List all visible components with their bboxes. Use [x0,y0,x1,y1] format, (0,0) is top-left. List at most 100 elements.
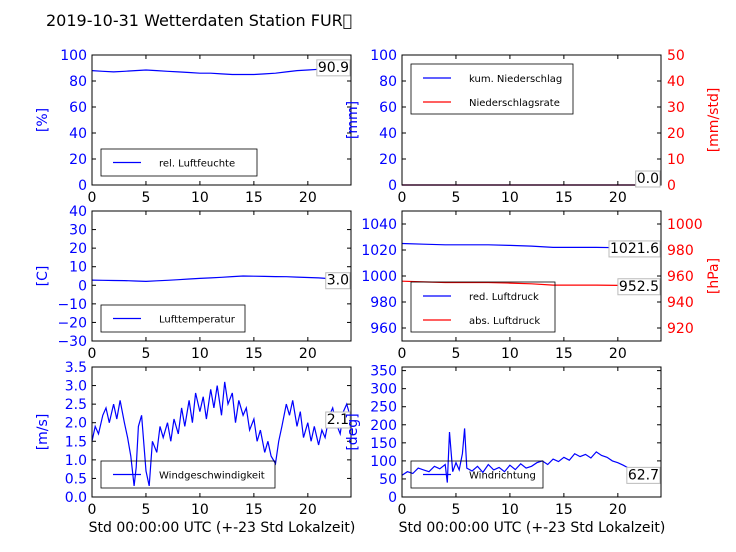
pressure-ytick-right-label: 920 [667,321,694,337]
winddirection-ytick-label: 150 [370,436,397,452]
pressure-ytick-label: 960 [370,321,397,337]
precipitation-ytick-right-label: 0 [667,178,676,194]
precipitation-legend-label-1: Niederschlagsrate [469,98,560,109]
windspeed-xtick-label: 20 [299,502,317,518]
winddirection-series-0-line [401,428,662,483]
winddirection-ytick-label: 50 [379,472,397,488]
precipitation-last-value-right: 0.0 [637,171,659,187]
pressure-ytick-label: 1020 [361,243,397,259]
winddirection-ytick-label: 200 [370,418,397,434]
pressure-ytick-right-label: 980 [667,243,694,259]
precipitation-ylabel-right: [mm/std] [706,88,722,153]
windspeed-series-0-line [91,381,352,487]
precipitation-ylabel: [mm] [345,101,361,139]
precipitation-plot-frame [401,54,662,186]
windspeed-ylabel: [m/s] [35,414,51,451]
temperature-ytick-label: −10 [57,297,87,313]
humidity-last-value-box [316,59,351,77]
windspeed-xtick-label: 5 [141,502,150,518]
pressure-ytick-label: 980 [370,295,397,311]
temperature-xtick-label: 5 [141,346,150,362]
windspeed-ytick-label: 0.5 [65,471,87,487]
temperature-ytick-label: 30 [69,223,87,239]
temperature-ylabel: [C] [35,266,51,287]
humidity-ylabel: [%] [35,108,51,132]
winddirection-ylabel: [deg] [345,413,361,450]
pressure-ylabel-right: [hPa] [706,258,722,294]
precipitation-xtick-label: 5 [451,190,460,206]
temperature-xtick-label: 20 [299,346,317,362]
windspeed-xtick-label: 0 [88,502,97,518]
humidity-ytick-label: 0 [78,178,87,194]
humidity-ytick-label: 80 [69,74,87,90]
windspeed-ytick-label: 1.0 [65,453,87,469]
pressure-ytick-right-label: 1000 [667,217,703,233]
pressure-ytick-label: 1040 [361,217,397,233]
x-axis-label-right: Std 00:00:00 UTC (+-23 Std Lokalzeit) [399,520,666,536]
precipitation-ytick-right-label: 50 [667,48,685,64]
pressure-last-value-box [608,240,661,258]
humidity-xtick-label: 0 [88,190,97,206]
windspeed-ytick-label: 3.5 [65,360,87,376]
humidity-plot-frame [91,54,352,186]
pressure-last-value: 1021.6 [610,241,659,257]
windspeed-xtick-label: 10 [191,502,209,518]
humidity-xtick-label: 5 [141,190,150,206]
windspeed-ytick-label: 2.5 [65,397,87,413]
pressure-last-value-right-box [617,278,661,296]
pressure-legend-label-1: abs. Luftdruck [469,316,540,327]
windspeed-xtick-label: 15 [245,502,263,518]
pressure-ytick-label: 1000 [361,269,397,285]
winddirection-legend-label-0: Windrichtung [469,471,536,482]
humidity-legend-label-0: rel. Luftfeuchte [159,159,235,170]
winddirection-ytick-label: 100 [370,454,397,470]
precipitation-ytick-right-label: 30 [667,100,685,116]
temperature-ytick-label: 20 [69,241,87,257]
temperature-legend-frame [100,304,246,333]
temperature-plot-frame [91,210,352,342]
pressure-legend-frame [410,281,556,333]
humidity-series-0-line [91,66,352,76]
windspeed-legend-frame [100,460,276,489]
precipitation-ytick-right-label: 20 [667,126,685,142]
precipitation-xtick-label: 0 [398,190,407,206]
windspeed-ytick-label: 3.0 [65,379,87,395]
precipitation-ytick-right-label: 40 [667,74,685,90]
winddirection-xtick-label: 20 [609,502,627,518]
precipitation-ytick-label: 40 [379,126,397,142]
temperature-last-value: 3.0 [327,273,349,289]
pressure-xtick-label: 0 [398,346,407,362]
temperature-legend-label-0: Lufttemperatur [159,315,236,326]
humidity-ytick-label: 40 [69,126,87,142]
precipitation-last-value-right-box [635,170,661,188]
humidity-last-value: 90.9 [318,60,349,76]
windspeed-last-value-box [325,411,351,429]
temperature-last-value-box [325,272,351,290]
winddirection-plot-frame [401,366,662,498]
temperature-xtick-label: 10 [191,346,209,362]
precipitation-ytick-label: 0 [388,178,397,194]
winddirection-ytick-label: 350 [370,364,397,380]
temperature-ytick-label: 0 [78,278,87,294]
precipitation-xtick-label: 10 [501,190,519,206]
winddirection-ytick-label: 250 [370,400,397,416]
pressure-xtick-label: 10 [501,346,519,362]
precipitation-legend-label-0: kum. Niederschlag [469,74,562,85]
winddirection-ytick-label: 0 [388,490,397,506]
winddirection-xtick-label: 10 [501,502,519,518]
windspeed-legend-label-0: Windgeschwindigkeit [159,471,265,482]
precipitation-ytick-label: 80 [379,74,397,90]
humidity-xtick-label: 15 [245,190,263,206]
temperature-xtick-label: 0 [88,346,97,362]
temperature-xtick-label: 15 [245,346,263,362]
precipitation-ytick-label: 100 [370,48,397,64]
pressure-ytick-right-label: 940 [667,295,694,311]
windspeed-ytick-label: 1.5 [65,434,87,450]
pressure-xtick-label: 5 [451,346,460,362]
windspeed-last-value: 2.1 [327,412,349,428]
windspeed-plot-frame [91,366,352,498]
humidity-xtick-label: 20 [299,190,317,206]
pressure-ytick-right-label: 960 [667,269,694,285]
